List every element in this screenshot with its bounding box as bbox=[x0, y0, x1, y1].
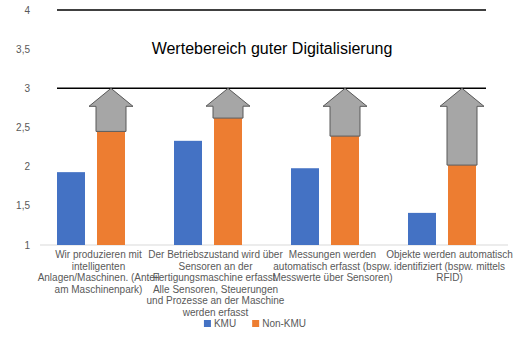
bar bbox=[57, 172, 85, 245]
bar bbox=[174, 141, 202, 245]
tick-mark bbox=[37, 10, 38, 11]
legend: KMU Non-KMU bbox=[204, 318, 306, 329]
target-line bbox=[57, 9, 486, 11]
y-axis-line bbox=[40, 10, 41, 245]
label-line: Messungen werden bbox=[289, 249, 376, 260]
label-line: Objekte werden automatisch bbox=[386, 249, 513, 260]
gap-arrow bbox=[440, 88, 484, 165]
label-line: Fertigungsmaschine erfasst. bbox=[153, 272, 279, 283]
label-line: Messwerte über Sensoren) bbox=[272, 272, 392, 283]
target-range bbox=[57, 10, 486, 88]
y-tick-label: 1 bbox=[24, 240, 30, 251]
label-line: werden erfasst bbox=[182, 307, 249, 318]
y-tick-label: 4 bbox=[24, 5, 30, 16]
gap-arrow bbox=[206, 88, 250, 118]
legend-swatch bbox=[204, 320, 211, 327]
bars bbox=[57, 118, 476, 245]
y-tick-label: 3,5 bbox=[16, 44, 30, 55]
y-tick-label: 3 bbox=[24, 83, 30, 94]
bar bbox=[97, 131, 125, 245]
label-line: am Maschinenpark) bbox=[55, 284, 143, 295]
label-line: und Prozesse an der Maschine bbox=[147, 295, 285, 306]
gap-arrow bbox=[89, 88, 133, 131]
label-line: Alle Sensoren, Steuerungen bbox=[153, 284, 278, 295]
label-line: Anlagen/Maschinen. (Anteil bbox=[38, 272, 160, 283]
gap-arrow bbox=[323, 88, 367, 136]
annotation: Wertebereich guter Digitalisierung bbox=[152, 40, 393, 57]
x-tick-label: Messungen werdenautomatisch erfasst (bsp… bbox=[272, 249, 392, 283]
tick-mark bbox=[37, 245, 38, 246]
arrows bbox=[89, 88, 484, 165]
tick-mark bbox=[37, 205, 38, 206]
label-line: Der Betriebszustand wird über bbox=[148, 249, 283, 260]
label-line: Sensoren an der bbox=[179, 261, 254, 272]
bar bbox=[214, 118, 242, 245]
tick-mark bbox=[37, 127, 38, 128]
legend-swatch bbox=[252, 320, 259, 327]
bar bbox=[448, 165, 476, 245]
y-tick-label: 2,5 bbox=[16, 122, 30, 133]
label-line: RFID) bbox=[436, 272, 463, 283]
y-tick-label: 2 bbox=[24, 161, 30, 172]
tick-mark bbox=[37, 49, 38, 50]
x-tick-label: Der Betriebszustand wird überSensoren an… bbox=[147, 249, 285, 318]
legend-label: Non-KMU bbox=[262, 318, 306, 329]
tick-mark bbox=[37, 88, 38, 89]
label-line: Wir produzieren mit bbox=[55, 249, 142, 260]
label-line: automatisch erfasst (bspw. bbox=[273, 261, 391, 272]
tick-mark bbox=[37, 166, 38, 167]
legend-label: KMU bbox=[214, 318, 236, 329]
label-line: identifiziert (bspw. mittels bbox=[394, 261, 505, 272]
bar bbox=[408, 213, 436, 245]
chart: 1 1,5 2 2,5 3 3,5 4 Wertebereich guter Digitali… bbox=[0, 0, 520, 353]
x-tick-label: Objekte werden automatischidentifiziert … bbox=[386, 249, 513, 283]
bar bbox=[291, 168, 319, 245]
y-tick-label: 1,5 bbox=[16, 200, 30, 211]
target-line bbox=[57, 88, 486, 90]
label-line: intelligenten bbox=[72, 261, 125, 272]
x-tick-label: Wir produzieren mitintelligentenAnlagen/… bbox=[38, 249, 160, 295]
bar bbox=[331, 136, 359, 245]
